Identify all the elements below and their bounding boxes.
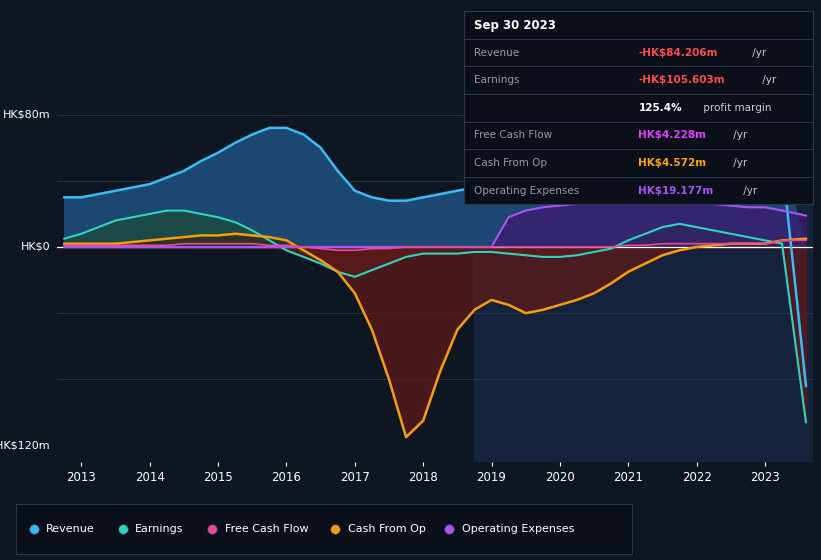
Text: /yr: /yr <box>750 48 767 58</box>
Text: HK$19.177m: HK$19.177m <box>639 185 713 195</box>
Text: 125.4%: 125.4% <box>639 103 682 113</box>
Text: /yr: /yr <box>730 158 747 168</box>
Text: Earnings: Earnings <box>475 75 520 85</box>
Text: profit margin: profit margin <box>700 103 772 113</box>
Text: Cash From Op: Cash From Op <box>348 524 425 534</box>
Text: HK$0: HK$0 <box>21 242 51 252</box>
Text: Cash From Op: Cash From Op <box>475 158 548 168</box>
Text: Sep 30 2023: Sep 30 2023 <box>475 18 556 31</box>
Text: Earnings: Earnings <box>135 524 184 534</box>
Text: Revenue: Revenue <box>46 524 94 534</box>
Text: Operating Expenses: Operating Expenses <box>475 185 580 195</box>
Text: Free Cash Flow: Free Cash Flow <box>224 524 308 534</box>
Text: HK$4.228m: HK$4.228m <box>639 130 706 141</box>
Text: Operating Expenses: Operating Expenses <box>461 524 574 534</box>
Text: /yr: /yr <box>730 130 747 141</box>
Text: -HK$105.603m: -HK$105.603m <box>639 75 725 85</box>
Bar <box>475 106 816 462</box>
Text: Free Cash Flow: Free Cash Flow <box>475 130 553 141</box>
Text: /yr: /yr <box>759 75 777 85</box>
Text: HK$4.572m: HK$4.572m <box>639 158 706 168</box>
Text: HK$80m: HK$80m <box>3 110 51 120</box>
Text: -HK$84.206m: -HK$84.206m <box>639 48 718 58</box>
Text: Revenue: Revenue <box>475 48 520 58</box>
Text: /yr: /yr <box>740 185 757 195</box>
Text: -HK$120m: -HK$120m <box>0 441 51 450</box>
